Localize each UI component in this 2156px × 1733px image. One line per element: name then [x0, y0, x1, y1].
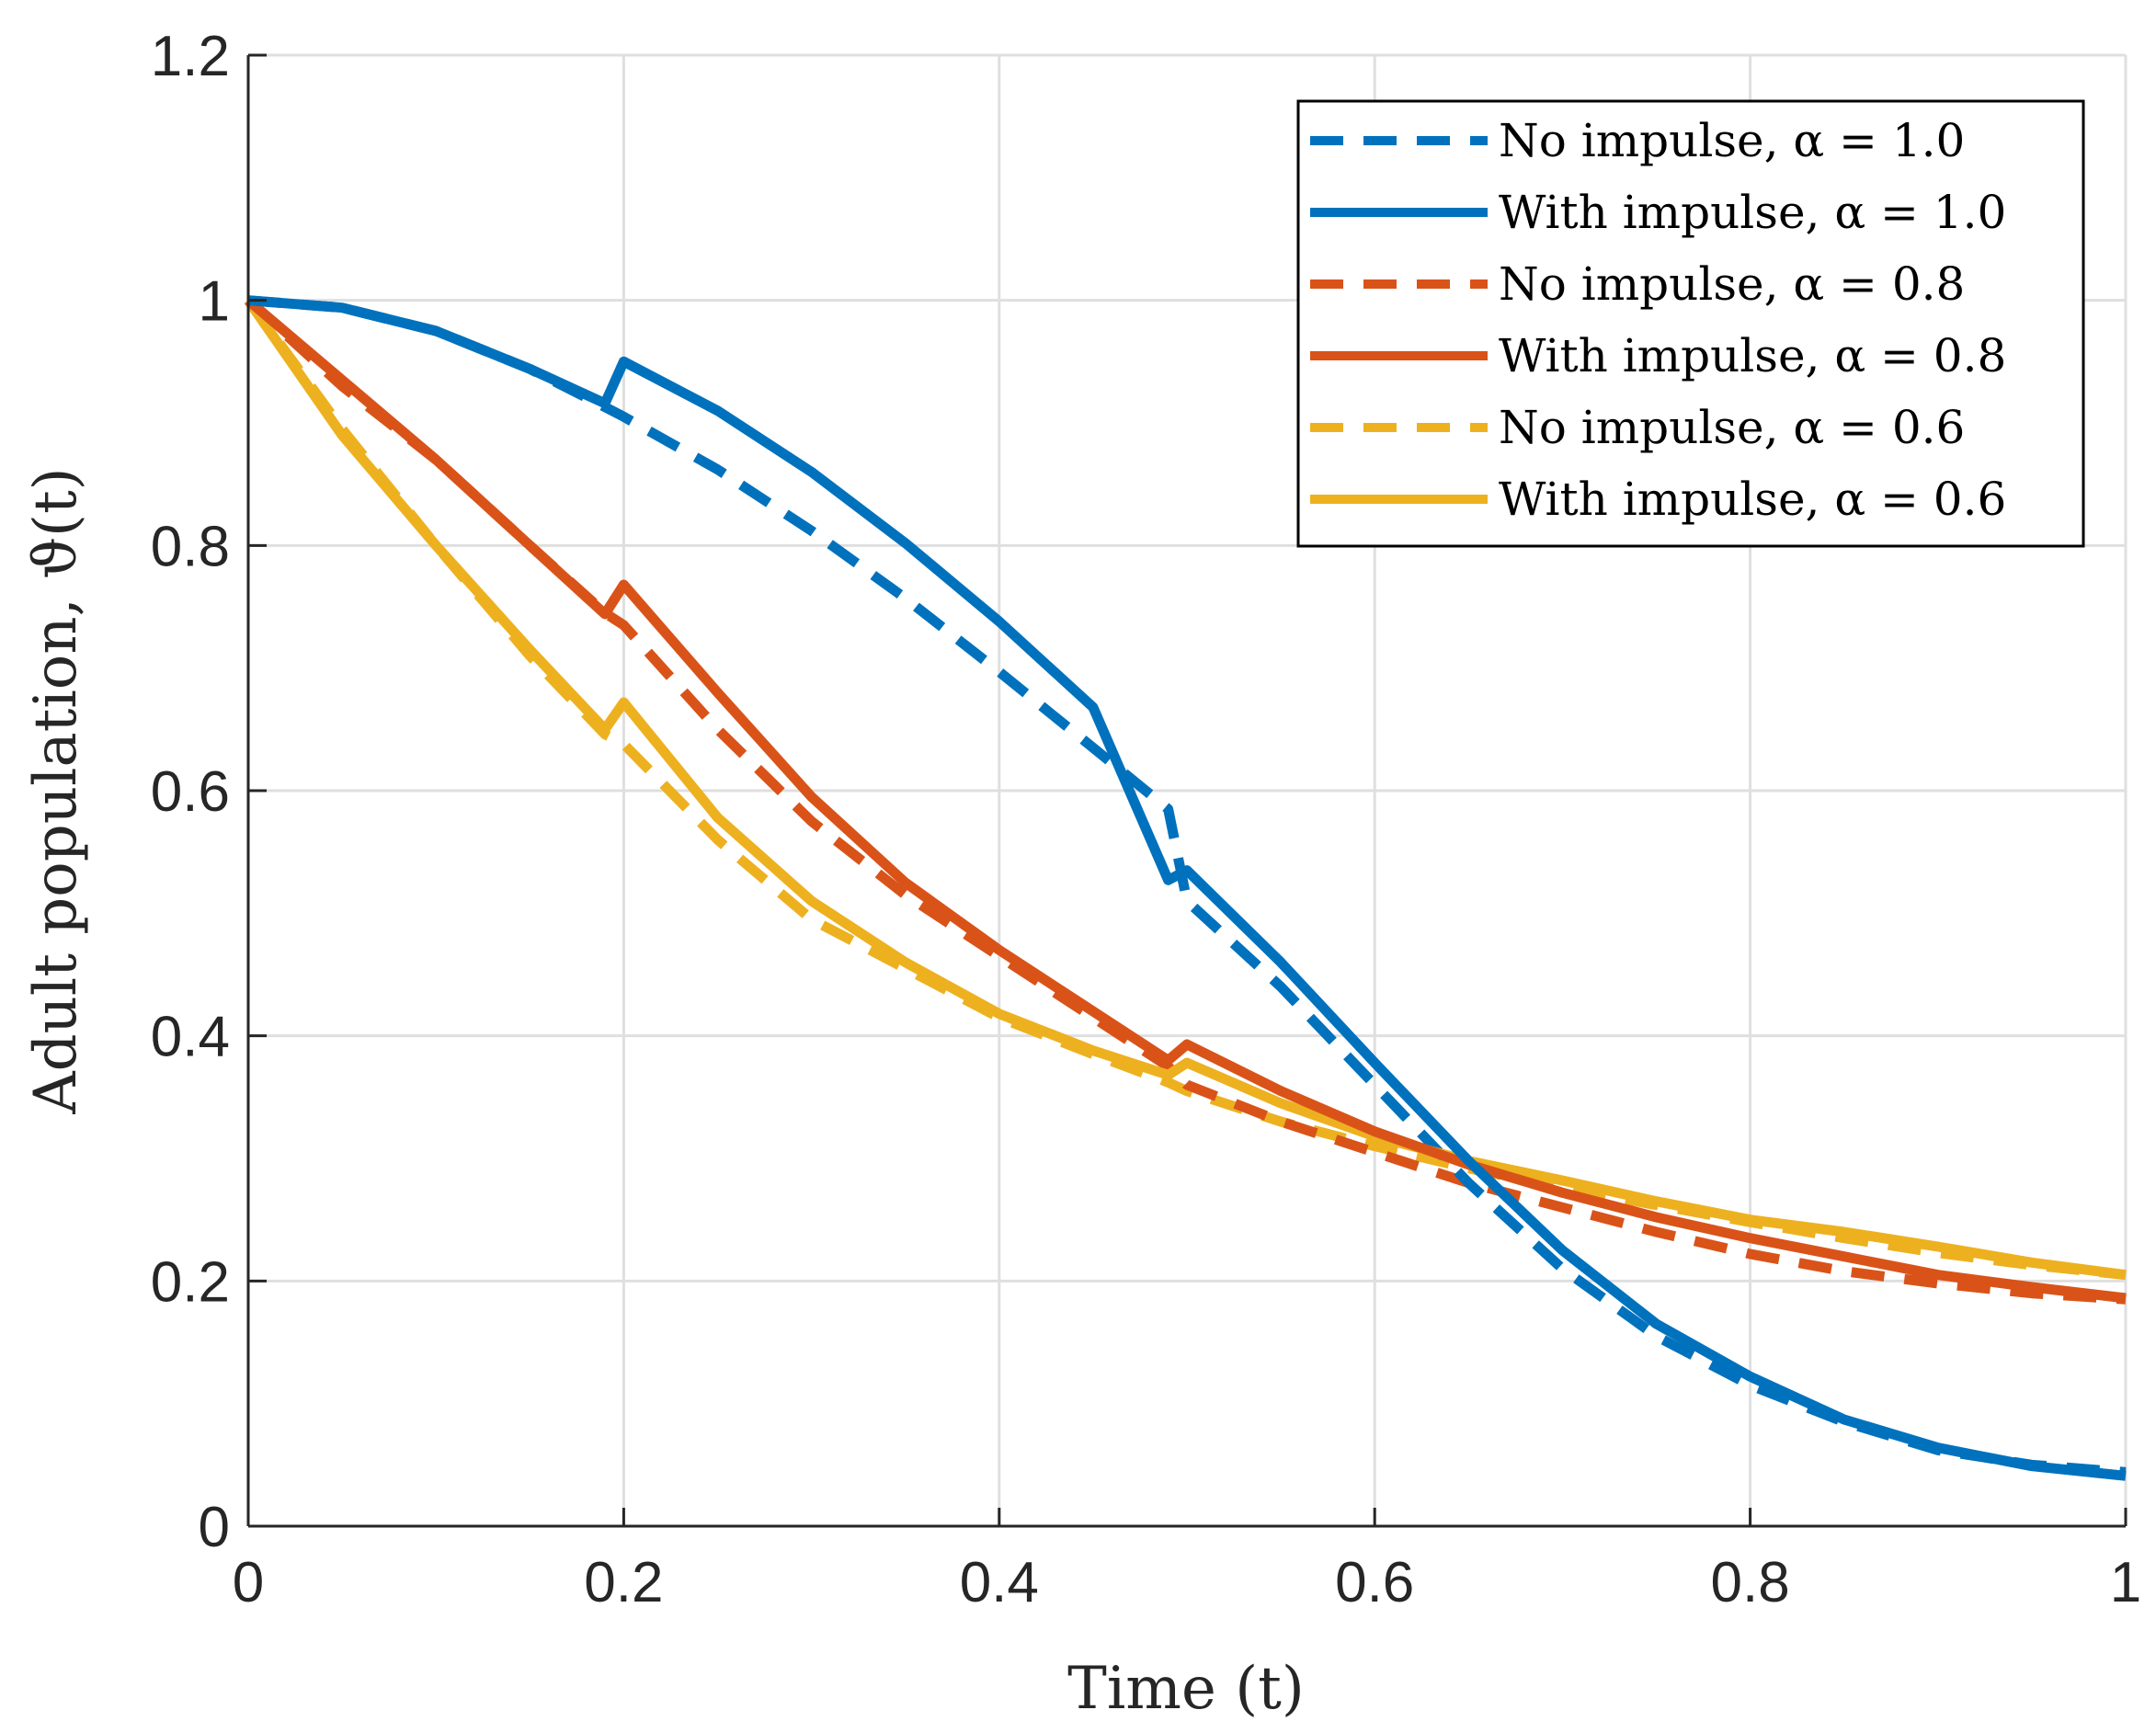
legend-label-3: With impulse, α = 0.8: [1499, 329, 2006, 382]
x-tick-label: 1: [2110, 1551, 2141, 1614]
series-line-1: [247, 295, 2127, 1481]
y-tick-label: 1.2: [151, 25, 230, 88]
tick-labels: 0 0.2 0.4 0.6 0.8 1 0 0.2 0.4 0.6 0.8 1 1.2: [151, 25, 2141, 1614]
x-tick-label: 0.8: [1710, 1551, 1789, 1614]
y-tick-label: 0.8: [151, 515, 230, 578]
legend-label-4: No impulse, α = 0.6: [1499, 401, 1965, 454]
legend-label-5: With impulse, α = 0.6: [1499, 473, 2006, 526]
y-tick-label: 1: [199, 270, 230, 334]
legend-box: [1296, 99, 2085, 548]
legend-label-2: No impulse, α = 0.8: [1499, 257, 1965, 311]
series-group: [244, 295, 2127, 1481]
x-axis-title: Time (t): [1067, 1655, 1305, 1723]
y-tick-label: 0.4: [151, 1006, 230, 1069]
x-tick-label: 0.4: [960, 1551, 1039, 1614]
legend: No impulse, α = 1.0 With impulse, α = 1.0…: [1296, 99, 2085, 548]
series-line-4: [244, 297, 2127, 1281]
series-line-3: [245, 296, 2127, 1304]
y-axis-title: Adult population, ϑ(t): [22, 467, 90, 1114]
y-tick-label: 0.6: [151, 760, 230, 824]
y-tick-label: 0.2: [151, 1250, 230, 1314]
legend-label-0: No impulse, α = 1.0: [1499, 114, 1965, 167]
x-tick-label: 0.2: [584, 1551, 663, 1614]
x-tick-label: 0: [233, 1551, 264, 1614]
series-line-5: [244, 297, 2127, 1281]
y-tick-label: 0: [199, 1496, 230, 1559]
axes: [246, 53, 2127, 1528]
legend-label-1: With impulse, α = 1.0: [1499, 186, 2006, 239]
x-tick-label: 0.6: [1335, 1551, 1414, 1614]
